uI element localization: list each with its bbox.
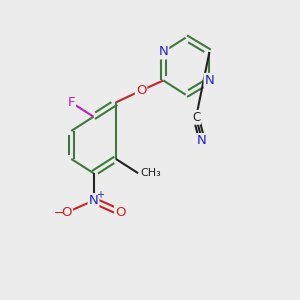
Text: −: −: [54, 207, 64, 220]
Text: O: O: [61, 206, 72, 219]
Text: N: N: [158, 45, 168, 58]
Text: C: C: [192, 111, 200, 124]
Text: CH₃: CH₃: [140, 168, 161, 178]
Text: N: N: [197, 134, 207, 147]
Text: N: N: [205, 74, 214, 87]
Text: N: N: [89, 194, 98, 207]
Text: O: O: [136, 84, 146, 97]
Text: +: +: [96, 190, 104, 200]
Text: O: O: [115, 206, 125, 219]
Text: F: F: [68, 96, 75, 109]
